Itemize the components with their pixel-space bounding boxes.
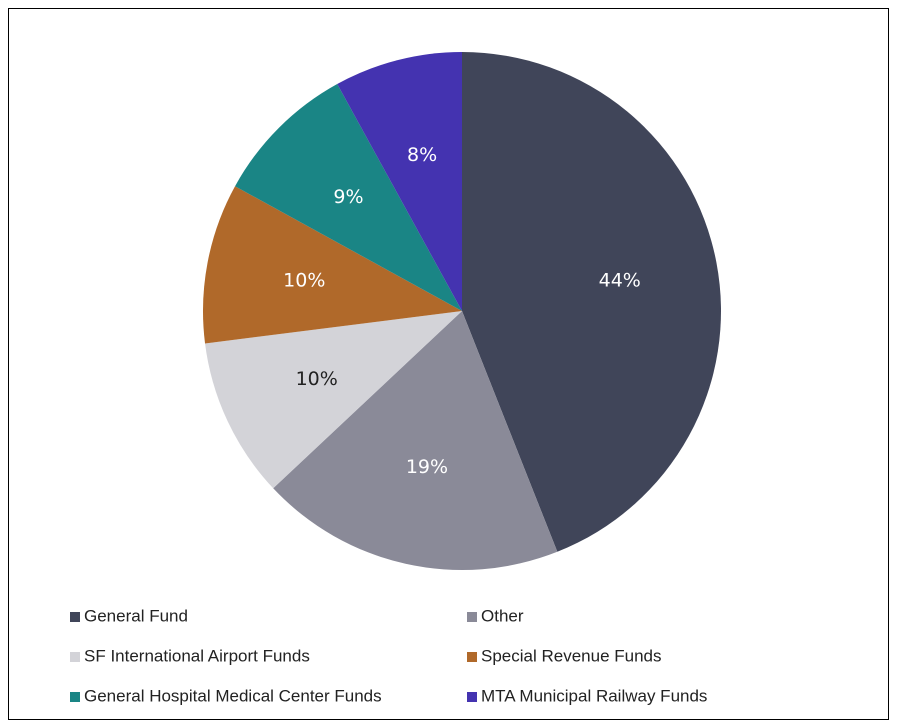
data-label: 9% bbox=[333, 186, 363, 208]
pie-slice bbox=[205, 311, 462, 489]
legend-swatch bbox=[70, 692, 80, 702]
legend-swatch bbox=[467, 692, 477, 702]
legend-label: Special Revenue Funds bbox=[481, 646, 662, 665]
legend-label: Other bbox=[481, 606, 524, 625]
data-label: 19% bbox=[406, 456, 448, 478]
pie-slice bbox=[337, 52, 462, 311]
legend-swatch bbox=[70, 612, 80, 622]
data-label: 44% bbox=[599, 269, 641, 291]
data-label: 10% bbox=[296, 368, 338, 390]
legend-swatch bbox=[467, 652, 477, 662]
pie-slice bbox=[462, 52, 721, 552]
data-label: 8% bbox=[407, 144, 437, 166]
data-label: 10% bbox=[283, 269, 325, 291]
legend-label: General Hospital Medical Center Funds bbox=[84, 686, 382, 705]
pie-slice bbox=[273, 311, 558, 570]
pie-slice bbox=[203, 186, 462, 344]
legend-label: General Fund bbox=[84, 606, 188, 625]
legend-swatch bbox=[70, 652, 80, 662]
legend-swatch bbox=[467, 612, 477, 622]
legend-label: MTA Municipal Railway Funds bbox=[481, 686, 707, 705]
pie-slice bbox=[235, 84, 462, 312]
legend-label: SF International Airport Funds bbox=[84, 646, 310, 665]
